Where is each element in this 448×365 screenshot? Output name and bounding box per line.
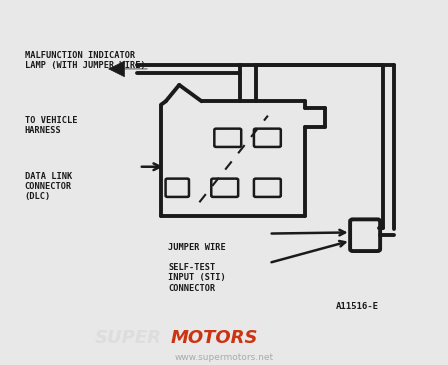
Text: A11516-E: A11516-E bbox=[336, 302, 379, 311]
Text: SUPER: SUPER bbox=[94, 329, 161, 347]
Text: MOTORS: MOTORS bbox=[170, 329, 258, 347]
Text: DATA LINK
CONNECTOR
(DLC): DATA LINK CONNECTOR (DLC) bbox=[25, 172, 72, 201]
Text: SELF-TEST
INPUT (STI)
CONNECTOR: SELF-TEST INPUT (STI) CONNECTOR bbox=[168, 263, 226, 293]
Text: MALFUNCTION INDICATOR
LAMP (WITH JUMPER WIRE): MALFUNCTION INDICATOR LAMP (WITH JUMPER … bbox=[25, 51, 146, 70]
Text: TO VEHICLE
HARNESS: TO VEHICLE HARNESS bbox=[25, 116, 77, 135]
Text: www.supermotors.net: www.supermotors.net bbox=[174, 353, 274, 362]
Text: JUMPER WIRE: JUMPER WIRE bbox=[168, 243, 226, 252]
